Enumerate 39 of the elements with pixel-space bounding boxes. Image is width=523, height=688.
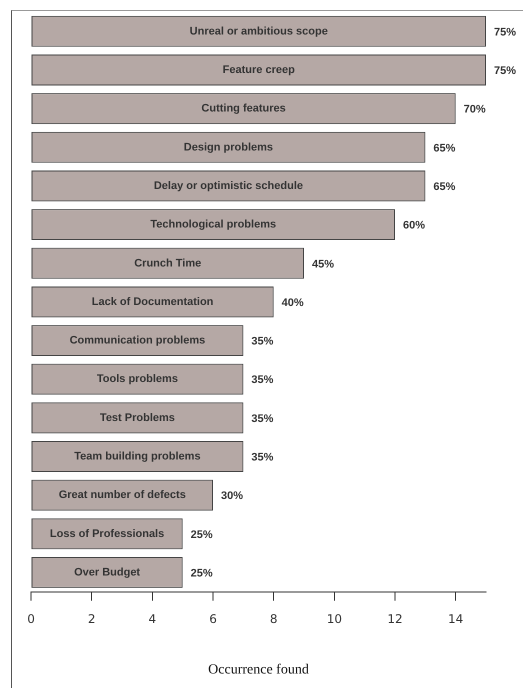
y-tick-label: Team building problems (74, 450, 201, 463)
annotation: 45% (312, 258, 334, 270)
y-tick-label: Technological problems (150, 218, 276, 231)
x-tick-label: 6 (209, 612, 217, 626)
x-tick-label: 8 (270, 612, 278, 626)
annotation: 75% (494, 26, 516, 38)
y-tick-label: Great number of defects (58, 489, 186, 502)
annotation: 25% (190, 528, 213, 541)
y-tick-label: Test Problems (100, 412, 175, 424)
x-axis-title: Occurrence found (208, 662, 309, 678)
y-tick-label: Over Budget (74, 566, 140, 579)
annotation: 35% (251, 336, 274, 348)
annotation: 35% (251, 374, 274, 386)
y-tick-label: Cutting features (201, 102, 286, 115)
annotation: 35% (251, 412, 274, 425)
y-tick-label: Feature creep (222, 64, 296, 76)
x-tick-label: 10 (326, 612, 342, 626)
annotation: 70% (464, 104, 486, 116)
x-tick-label: 0 (27, 612, 35, 626)
x-tick-label: 4 (148, 612, 156, 626)
y-tick-label: Design problems (184, 141, 274, 154)
y-tick-label: Tools problems (96, 373, 178, 386)
annotation: 25% (190, 568, 213, 580)
annotation: 65% (433, 142, 456, 154)
annotation: 60% (403, 220, 426, 232)
x-tick-label: 14 (448, 612, 464, 626)
annotation: 35% (251, 452, 274, 464)
x-tick-label: 2 (88, 612, 96, 626)
y-tick-label: Delay or optimistic schedule (154, 180, 303, 192)
annotation: 40% (282, 296, 304, 309)
y-tick-label: Loss of Professionals (50, 528, 164, 540)
annotation: 30% (221, 490, 244, 502)
y-tick-label: Lack of Documentation (92, 296, 214, 308)
y-tick-label: Communication problems (70, 334, 206, 347)
x-tick-label: 12 (387, 612, 403, 626)
annotation: 65% (433, 180, 456, 193)
y-tick-label: Unreal or ambitious scope (190, 25, 328, 38)
annotation: 75% (494, 65, 516, 78)
y-tick-label: Crunch Time (134, 257, 202, 270)
